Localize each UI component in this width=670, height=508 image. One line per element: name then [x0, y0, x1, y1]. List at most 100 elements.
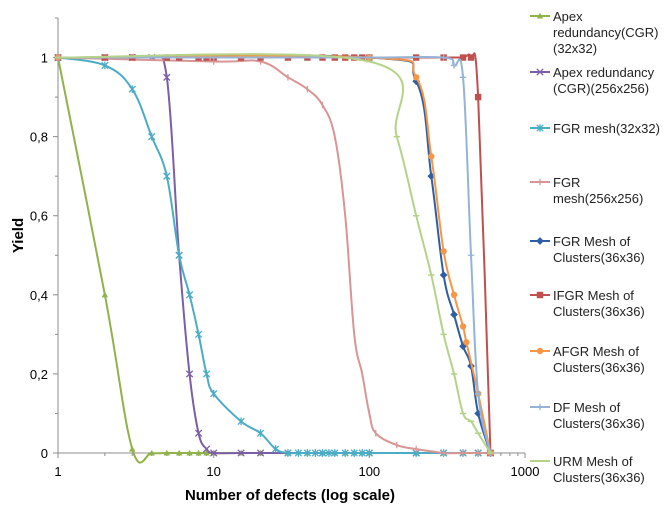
x-tick-label: 1 [54, 464, 61, 479]
data-point [101, 61, 109, 70]
data-point [325, 449, 333, 457]
data-point [203, 449, 210, 456]
data-point [185, 290, 194, 299]
data-point [428, 153, 435, 160]
data-point [175, 251, 183, 260]
legend-label: DF Mesh of [553, 400, 621, 415]
data-point [450, 291, 458, 299]
legend-marker [536, 291, 544, 299]
data-point [186, 449, 193, 456]
y-tick-label: 0,6 [30, 209, 48, 224]
legend-label: Apex redundancy [553, 65, 655, 80]
data-point [163, 73, 171, 81]
data-point [427, 172, 436, 181]
x-tick-label: 10 [206, 464, 220, 479]
x-axis-ticks: 1 10 100 1000 [54, 453, 539, 479]
legend-label: AFGR Mesh of [553, 344, 639, 359]
x-axis-title: Number of defects (log scale) [185, 487, 395, 504]
data-point [256, 429, 265, 438]
data-point [350, 449, 358, 457]
data-point [467, 252, 475, 259]
data-point [163, 449, 171, 456]
series-8 [54, 54, 494, 457]
y-tick-label: 0,8 [30, 130, 48, 145]
data-point [148, 132, 156, 141]
legend-label: Clusters(36x36) [553, 304, 645, 319]
x-tick-label: 100 [358, 464, 380, 479]
legend-marker [536, 347, 544, 355]
y-axis-title: Yield [10, 218, 27, 253]
data-point [365, 449, 373, 457]
legend-marker [536, 68, 544, 76]
x-tick-label: 1000 [511, 464, 540, 479]
legend-label: Clusters(36x36) [553, 250, 645, 265]
data-point [467, 54, 475, 61]
data-point [194, 429, 203, 437]
legend-marker [536, 237, 544, 245]
legend-label: mesh(256x256) [553, 191, 643, 206]
legend-label: Apex [553, 9, 583, 24]
legend-entry: FGR mesh(32x32) [530, 121, 660, 136]
data-point [440, 248, 447, 255]
data-point [459, 74, 467, 81]
legend-label: (32x32) [553, 41, 597, 56]
data-point [175, 449, 183, 456]
legend-label: URM Mesh of [553, 454, 633, 469]
data-point [237, 417, 245, 426]
legend-entry: Apex redundancy(CGR)(256x256) [530, 65, 655, 96]
y-tick-label: 0,4 [30, 288, 48, 303]
data-point [194, 330, 203, 339]
y-tick-label: 0,2 [30, 367, 48, 382]
y-axis-ticks: 0 0,2 0,4 0,6 0,8 1 [30, 17, 58, 461]
data-point [210, 389, 218, 398]
series-layer [54, 52, 495, 464]
data-point [358, 449, 366, 457]
data-point [210, 449, 218, 457]
data-point [341, 449, 349, 457]
data-point [294, 449, 303, 457]
data-point [459, 323, 467, 330]
data-point [101, 291, 109, 298]
data-point [129, 445, 136, 452]
legend-label: FGR mesh(32x32) [553, 121, 660, 136]
data-point [271, 445, 280, 453]
data-point [185, 370, 194, 378]
series-2 [54, 53, 495, 457]
data-point [148, 449, 155, 456]
data-point [128, 85, 136, 94]
data-point [412, 74, 420, 81]
data-point [163, 172, 171, 181]
data-point [202, 445, 211, 453]
legend-marker [536, 12, 544, 19]
y-tick-label: 1 [41, 51, 48, 66]
legend-label: FGR Mesh of [553, 234, 631, 249]
data-point [256, 449, 265, 457]
series-5 [54, 53, 495, 457]
data-point [474, 390, 482, 397]
data-point [318, 449, 327, 457]
data-point [459, 54, 467, 61]
legend-label: IFGR Mesh of [553, 288, 634, 303]
legend-label: FGR [553, 175, 580, 190]
data-point [450, 62, 458, 69]
data-point [440, 54, 447, 61]
data-point [366, 54, 373, 61]
legend-label: Clusters(36x36) [553, 360, 645, 375]
legend-label: Clusters(36x36) [553, 470, 645, 485]
legend-label: redundancy(CGR) [553, 25, 659, 40]
legend-marker [536, 124, 544, 132]
data-point [195, 449, 202, 456]
legend-marker [536, 403, 544, 411]
data-point [202, 370, 211, 378]
data-point [237, 449, 245, 457]
data-point [463, 339, 470, 346]
legend-label: Clusters(36x36) [553, 416, 645, 431]
